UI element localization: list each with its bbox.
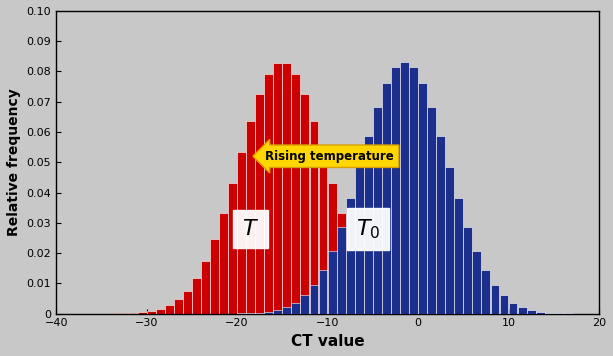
Bar xyxy=(310,285,318,314)
Bar xyxy=(283,63,291,314)
Bar xyxy=(337,227,346,314)
Bar xyxy=(291,74,300,314)
Bar xyxy=(327,251,337,314)
Bar xyxy=(500,295,508,314)
Bar xyxy=(255,94,264,314)
Bar xyxy=(517,307,527,314)
Bar xyxy=(536,312,544,314)
Bar xyxy=(237,152,246,314)
Bar xyxy=(201,261,210,314)
Bar xyxy=(337,213,346,314)
Bar xyxy=(490,285,500,314)
Bar xyxy=(273,310,282,314)
Bar xyxy=(481,270,490,314)
Bar xyxy=(283,307,291,314)
Bar xyxy=(147,311,156,314)
Bar xyxy=(355,167,364,314)
Bar xyxy=(445,167,454,314)
Bar xyxy=(156,309,165,314)
Bar xyxy=(418,83,427,314)
Bar xyxy=(210,240,219,314)
Bar xyxy=(192,278,201,314)
Bar xyxy=(264,312,273,314)
X-axis label: CT value: CT value xyxy=(291,334,364,349)
Bar xyxy=(327,183,337,314)
Bar xyxy=(473,251,481,314)
Bar xyxy=(355,261,364,314)
Bar xyxy=(427,107,436,314)
Bar xyxy=(246,121,255,314)
Bar xyxy=(427,313,436,314)
Bar xyxy=(255,313,264,314)
Bar xyxy=(391,305,400,314)
Bar xyxy=(346,240,354,314)
Bar xyxy=(454,198,463,314)
Bar xyxy=(138,312,147,314)
Bar xyxy=(436,136,445,314)
Bar xyxy=(373,107,382,314)
Bar xyxy=(273,63,282,314)
Text: $T_0$: $T_0$ xyxy=(356,217,381,241)
Bar xyxy=(418,312,427,314)
Bar xyxy=(463,227,472,314)
Bar xyxy=(246,313,255,314)
Bar xyxy=(364,278,373,314)
Bar xyxy=(183,290,192,314)
Bar xyxy=(310,121,318,314)
Bar xyxy=(300,295,310,314)
Bar xyxy=(373,290,382,314)
Bar xyxy=(364,136,373,314)
Bar xyxy=(219,213,228,314)
Bar xyxy=(319,152,327,314)
Text: $T$: $T$ xyxy=(242,219,259,239)
Bar xyxy=(382,299,391,314)
Bar xyxy=(400,62,409,314)
Bar xyxy=(300,94,310,314)
Bar xyxy=(291,303,300,314)
Bar xyxy=(527,310,536,314)
Bar xyxy=(319,270,327,314)
Bar xyxy=(545,313,554,314)
Bar xyxy=(382,83,391,314)
Bar xyxy=(509,303,517,314)
Y-axis label: Relative frequency: Relative frequency xyxy=(7,88,21,236)
Bar xyxy=(400,309,409,314)
Bar xyxy=(165,305,173,314)
Bar xyxy=(346,198,354,314)
Bar xyxy=(391,67,400,314)
Bar xyxy=(129,313,137,314)
Bar xyxy=(174,299,183,314)
Bar xyxy=(228,183,237,314)
Bar xyxy=(409,311,418,314)
Bar xyxy=(409,67,418,314)
Bar xyxy=(264,74,273,314)
Text: Rising temperature: Rising temperature xyxy=(265,150,394,163)
Bar xyxy=(554,313,563,314)
